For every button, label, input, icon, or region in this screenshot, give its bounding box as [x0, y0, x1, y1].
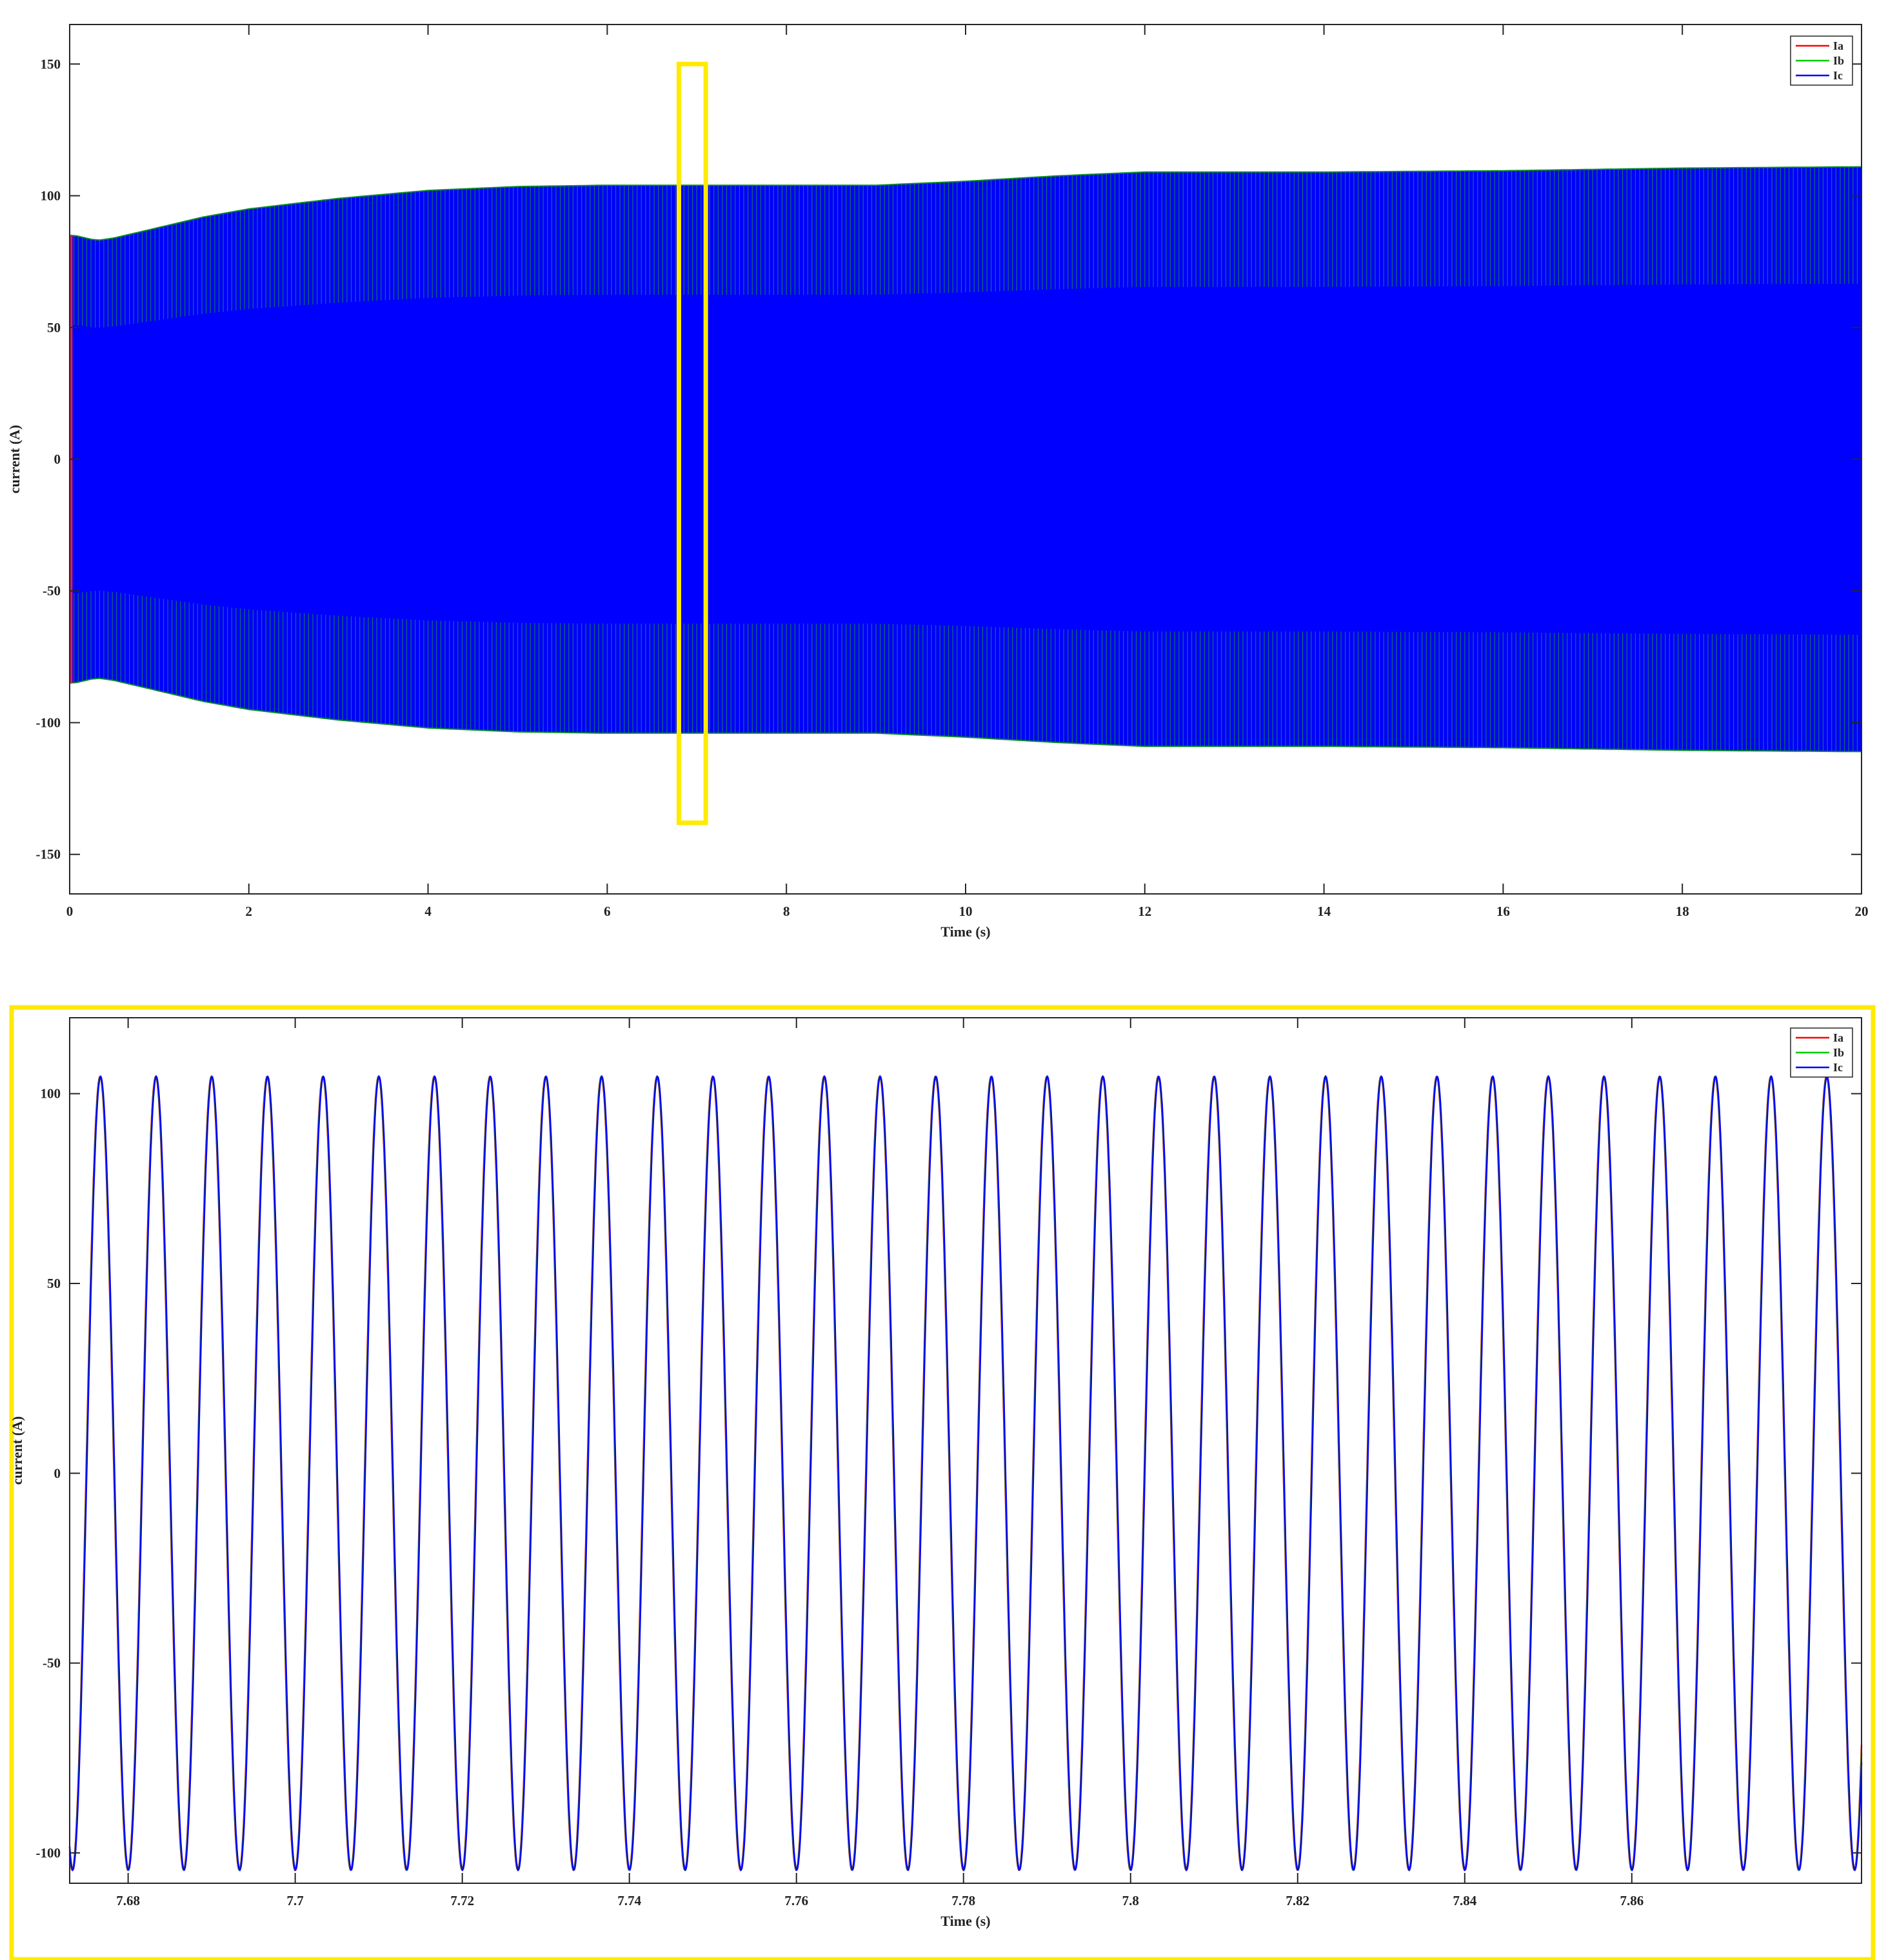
x-axis: 7.68 7.7 7.72 7.74 7.76 7.78 7.8 7.82 7.84 7.86 — [116, 1018, 1644, 1908]
y-tick-label: -50 — [43, 1656, 61, 1671]
overview-chart: 0 2 4 6 8 10 12 14 16 18 20 -150 -100 -50 0 50 100 150 T… — [6, 24, 1869, 940]
x-tick-label: 10 — [959, 904, 973, 919]
waveform-band-group — [69, 166, 1862, 753]
plot-area — [70, 1018, 1862, 1883]
x-tick-label: 7.8 — [1122, 1893, 1139, 1908]
x-tick-label: 20 — [1855, 904, 1869, 919]
highlight-rect — [677, 61, 708, 826]
plot-frame — [69, 1017, 1862, 1884]
legend-label-ic: Ic — [1833, 69, 1843, 82]
x-tick-label: 18 — [1676, 904, 1689, 919]
x-tick-label: 4 — [424, 904, 432, 919]
y-axis: -150 -100 -50 0 50 100 150 — [36, 56, 1862, 862]
y-axis-label: current (A) — [6, 425, 23, 494]
series-line-ic — [68, 1074, 1863, 1872]
x-axis-label: Time (s) — [940, 924, 990, 940]
y-tick-label: -50 — [43, 583, 61, 599]
zoom-frame — [9, 1005, 1876, 1960]
y-tick-label: -100 — [36, 1845, 61, 1861]
legend-label-ia: Ia — [1833, 1031, 1843, 1044]
x-tick-label: 7.74 — [617, 1893, 641, 1908]
legend-label-ic: Ic — [1833, 1061, 1843, 1074]
y-tick-label: 0 — [54, 1465, 61, 1481]
x-tick-label: 7.68 — [116, 1893, 140, 1908]
band-core — [70, 283, 1862, 635]
x-tick-label: 6 — [604, 904, 611, 919]
x-tick-label: 14 — [1317, 904, 1331, 919]
legend: Ia Ib Ic — [1790, 1027, 1853, 1078]
series-band-ib — [69, 166, 1862, 752]
x-tick-label: 7.72 — [450, 1893, 474, 1908]
y-tick-label: 50 — [47, 1276, 61, 1291]
y-tick-label: 150 — [41, 56, 61, 72]
y-tick-label: -100 — [36, 715, 61, 730]
zoom-region-box — [677, 61, 708, 826]
zoomed-chart: 7.68 7.7 7.72 7.74 7.76 7.78 7.8 7.82 7.84 7.86 -… — [9, 1005, 1876, 1960]
x-tick-label: 12 — [1138, 904, 1151, 919]
legend-label-ib: Ib — [1833, 1046, 1844, 1059]
y-tick-label: 0 — [54, 451, 61, 467]
series-group — [68, 1074, 1863, 1872]
legend-label-ib: Ib — [1833, 54, 1844, 67]
x-tick-label: 7.76 — [784, 1893, 808, 1908]
x-tick-label: 0 — [66, 904, 74, 919]
y-tick-label: 100 — [41, 188, 61, 204]
legend-label-ia: Ia — [1833, 39, 1843, 52]
x-axis-label: Time (s) — [940, 1913, 990, 1929]
x-tick-label: 8 — [783, 904, 790, 919]
x-tick-label: 16 — [1496, 904, 1510, 919]
x-tick-label: 7.86 — [1620, 1893, 1644, 1908]
x-tick-label: 7.84 — [1453, 1893, 1476, 1908]
x-tick-label: 7.82 — [1286, 1893, 1309, 1908]
x-tick-label: 7.78 — [951, 1893, 975, 1908]
x-tick-label: 7.7 — [287, 1893, 304, 1908]
x-axis: 0 2 4 6 8 10 12 14 16 18 20 — [66, 25, 1869, 919]
y-tick-label: 50 — [47, 320, 61, 335]
y-axis: -100 -50 0 50 100 — [36, 1086, 1862, 1861]
legend: Ia Ib Ic — [1790, 35, 1853, 86]
x-tick-label: 2 — [246, 904, 253, 919]
y-axis-label: current (A) — [9, 1416, 25, 1485]
y-tick-label: -150 — [36, 847, 61, 862]
y-tick-label: 100 — [41, 1086, 61, 1102]
